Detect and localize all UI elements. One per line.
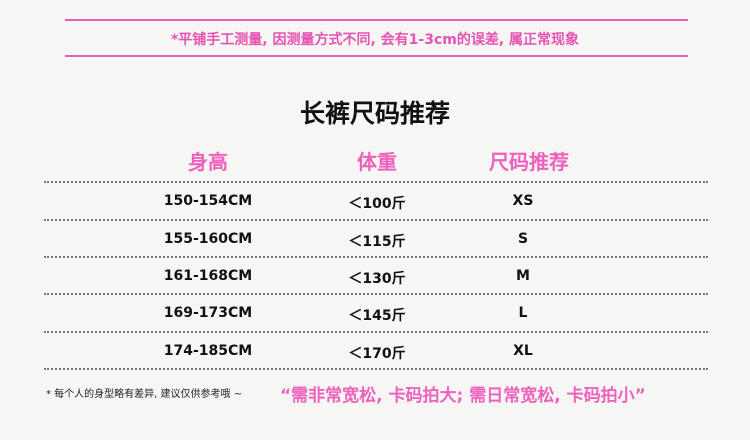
page-title: 长裤尺码推荐 bbox=[299, 99, 450, 128]
height-cell: 161-168CM bbox=[163, 268, 253, 284]
header-weight: 体重 bbox=[357, 150, 397, 174]
row-divider bbox=[44, 219, 708, 221]
header-size: 尺码推荐 bbox=[489, 150, 569, 174]
weight-cell: ＜100斤 bbox=[348, 196, 406, 212]
weight-cell: ＜145斤 bbox=[348, 308, 406, 324]
row-divider bbox=[44, 331, 708, 333]
row-divider bbox=[44, 293, 708, 295]
height-cell: 174-185CM bbox=[163, 343, 253, 359]
height-cell: 155-160CM bbox=[163, 231, 253, 247]
measurement-note: *平铺手工测量, 因测量方式不同, 会有1-3cm的误差, 属正常现象 bbox=[170, 32, 580, 48]
size-cell: M bbox=[516, 268, 530, 284]
row-divider bbox=[44, 256, 708, 258]
top-divider bbox=[65, 19, 688, 21]
height-cell: 169-173CM bbox=[163, 305, 253, 321]
height-cell: 150-154CM bbox=[163, 193, 253, 209]
footer-disclaimer: * 每个人的身型略有差异, 建议仅供参考哦 ~ bbox=[46, 389, 243, 400]
row-divider bbox=[44, 368, 708, 370]
note-divider bbox=[65, 55, 688, 57]
size-cell: S bbox=[517, 231, 529, 247]
weight-cell: ＜130斤 bbox=[348, 271, 406, 287]
weight-cell: ＜170斤 bbox=[348, 346, 406, 362]
size-cell: XL bbox=[513, 343, 533, 359]
size-cell: L bbox=[518, 305, 528, 321]
header-height: 身高 bbox=[188, 150, 228, 174]
footer-fit-tip: “需非常宽松, 卡码拍大; 需日常宽松, 卡码拍小” bbox=[280, 386, 646, 406]
size-cell: XS bbox=[512, 193, 534, 209]
weight-cell: ＜115斤 bbox=[348, 234, 406, 250]
row-divider bbox=[44, 181, 708, 183]
